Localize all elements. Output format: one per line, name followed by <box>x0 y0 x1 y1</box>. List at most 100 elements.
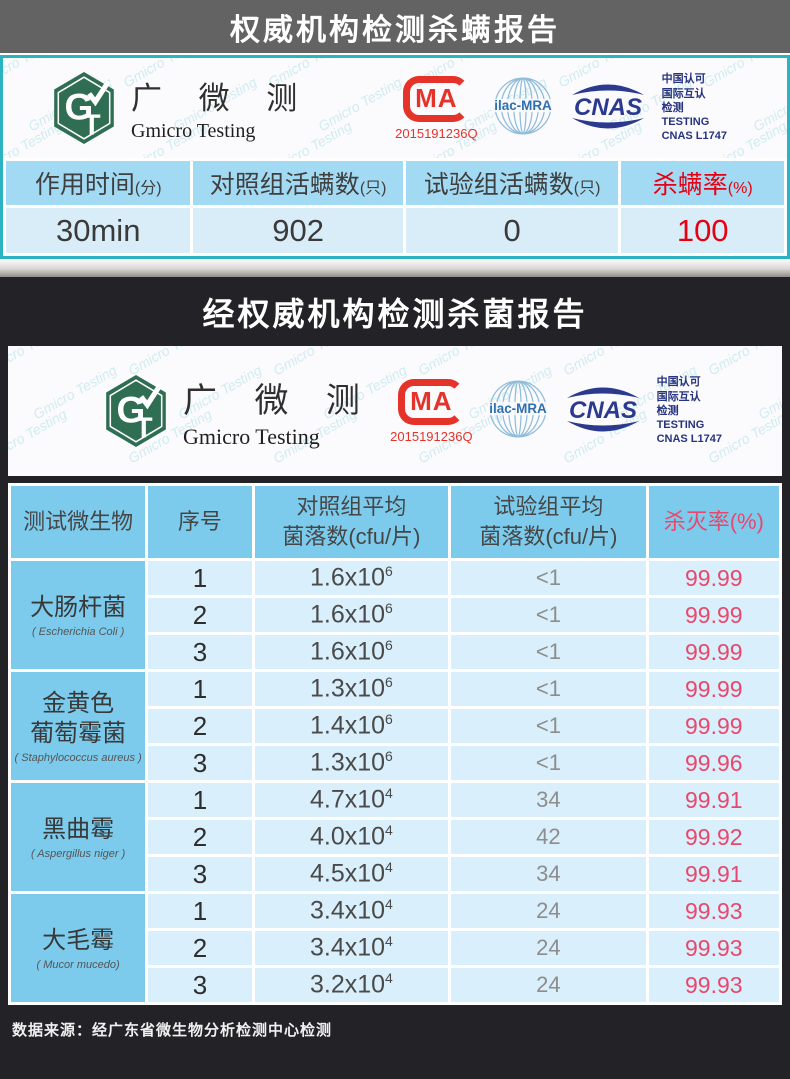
svg-text:T: T <box>83 110 101 142</box>
accreditation-line: 检测 <box>661 101 684 114</box>
gmicro-name-en: Gmicro Testing <box>131 120 256 142</box>
gmicro-name-block: 广 微 测 Gmicro Testing <box>183 373 374 450</box>
gmicro-hexagon-logo-icon: G T <box>51 71 117 145</box>
cma-letters: MA <box>415 83 458 113</box>
svg-text:G: G <box>64 86 93 127</box>
microbe-name-latin: ( Mucor mucedo) <box>36 958 120 971</box>
cma-ring-icon: MA <box>403 75 470 122</box>
accreditation-line: TESTING <box>656 419 705 432</box>
sample-number-cell: 1 <box>145 780 255 820</box>
sample-number-cell: 3 <box>145 854 255 894</box>
bacteria-table-row: 黑曲霉( Aspergillus niger ) 1 4.7x104 34 99.91 <box>7 780 783 894</box>
svg-text:G: G <box>116 389 145 430</box>
microbe-name-cn: 黑曲霉 <box>42 815 115 843</box>
gmicro-hexagon-logo-icon: G T <box>103 374 169 448</box>
kill-rate-cell: 99.96 <box>645 743 783 783</box>
bacteria-report-title: 经权威机构检测杀菌报告 <box>202 295 588 332</box>
accreditation-line: TESTING <box>661 116 710 129</box>
bacteria-table-row: 3 1.6x106 <1 99.99 <box>10 632 783 672</box>
bacteria-table-row: 大毛霉 ( Mucor mucedo) 1 3.4x104 24 99.93 <box>7 891 783 1005</box>
test-colony-count-cell: <1 <box>448 595 649 635</box>
accreditation-line: 国际互认 <box>661 87 706 100</box>
mite-table-data-row: 30min 902 0 100 <box>2 205 787 256</box>
control-colony-count-cell: 1.3x106 <box>251 743 452 783</box>
svg-text:ilac-MRA: ilac-MRA <box>494 98 552 113</box>
test-colony-count-cell: 34 <box>448 780 649 820</box>
mite-report-banner: 权威机构检测杀螨报告 <box>0 0 790 55</box>
microbe-name-cell: 金黄色 葡萄霉菌 ( Staphylococcus aureus ) <box>7 669 149 783</box>
microbe-name-cell: 大肠杆菌 ( Escherichia Coli ) <box>7 558 149 672</box>
microbe-name-cn: 大肠杆菌 <box>30 593 127 621</box>
accreditation-line: 国际互认 <box>656 390 701 403</box>
kill-rate-cell: 99.99 <box>645 595 783 635</box>
mite-report-title: 权威机构检测杀螨报告 <box>230 13 560 47</box>
accreditation-text-block: 中国认可 国际互认 检测 TESTING CNAS L1747 <box>662 72 727 143</box>
microbe-name-latin: ( Staphylococcus aureus ) <box>14 751 142 764</box>
accreditation-line: 检测 <box>656 404 679 417</box>
kill-rate-cell: 99.93 <box>645 928 783 968</box>
bacteria-test-table: 测试微生物 序号 对照组平均 菌落数(cfu/片) 试验组平均 菌落数(cfu/片) 杀灭率… <box>7 483 783 1005</box>
bacteria-table-header-cell: 杀灭率(%) <box>645 483 783 561</box>
bacteria-table-row: 3 1.3x106 <1 99.96 <box>10 743 783 783</box>
microbe-name-cell: 大毛霉 ( Mucor mucedo) <box>7 891 149 1005</box>
cnas-logo-icon: CNAS <box>564 79 652 138</box>
cma-logo: MA 2015191236Q <box>390 378 473 444</box>
mite-header-duration: 作用时间(分) <box>2 158 194 208</box>
test-colony-count-cell: <1 <box>448 706 649 746</box>
sample-number-cell: 2 <box>145 595 255 635</box>
cma-logo: MA 2015191236Q <box>395 75 478 141</box>
svg-text:ilac-MRA: ilac-MRA <box>489 401 547 416</box>
bacteria-table-row: 3 3.2x104 24 99.93 <box>10 965 783 1005</box>
data-source-note: 数据来源：经广东省微生物分析检测中心检测 <box>12 1022 333 1039</box>
microbe-name-cell: 黑曲霉 ( Aspergillus niger ) <box>7 780 149 894</box>
test-colony-count-cell: 42 <box>448 817 649 857</box>
test-colony-count-cell: <1 <box>448 743 649 783</box>
control-colony-count-cell: 1.6x106 <box>251 632 452 672</box>
control-colony-count-cell: 4.5x104 <box>251 854 452 894</box>
control-colony-count-cell: 3.2x104 <box>251 965 452 1005</box>
control-colony-count-cell: 3.4x104 <box>251 891 452 931</box>
sample-number-cell: 3 <box>145 743 255 783</box>
bacteria-table-header-cell: 对照组平均 菌落数(cfu/片) <box>251 483 452 561</box>
bacteria-table-header-cell: 序号 <box>145 483 255 561</box>
kill-rate-cell: 99.99 <box>645 558 783 598</box>
bacteria-table-row: 2 1.4x106 <1 99.99 <box>10 706 783 746</box>
bacteria-report-banner: 经权威机构检测杀菌报告 <box>0 277 790 346</box>
sample-number-cell: 3 <box>145 965 255 1005</box>
accreditation-line: 中国认可 <box>661 73 706 86</box>
bacteria-table-header-cell: 试验组平均 菌落数(cfu/片) <box>448 483 649 561</box>
sample-number-cell: 2 <box>145 817 255 857</box>
cma-certificate-number: 2015191236Q <box>395 125 478 141</box>
mite-kill-rate-value: 100 <box>618 205 787 256</box>
kill-rate-cell: 99.92 <box>645 817 783 857</box>
cma-ring-icon: MA <box>398 378 465 425</box>
microbe-name-cn: 大毛霉 <box>42 926 115 954</box>
test-colony-count-cell: 34 <box>448 854 649 894</box>
microbe-name-cn: 金黄色 葡萄霉菌 <box>30 689 127 747</box>
control-colony-count-cell: 1.6x106 <box>251 595 452 635</box>
sample-number-cell: 1 <box>145 669 255 709</box>
kill-rate-cell: 99.99 <box>645 632 783 672</box>
kill-rate-cell: 99.91 <box>645 780 783 820</box>
bacteria-table-row: 2 4.0x104 42 99.92 <box>10 817 783 857</box>
mite-duration-value: 30min <box>2 205 194 256</box>
bacteria-table-row: 金黄色 葡萄霉菌 ( Staphylococcus aureus ) 1 1.3x106… <box>7 669 783 783</box>
test-colony-count-cell: <1 <box>448 632 649 672</box>
sample-number-cell: 3 <box>145 632 255 672</box>
control-colony-count-cell: 1.6x106 <box>251 558 452 598</box>
svg-text:CNAS: CNAS <box>574 94 642 121</box>
mite-control-value: 902 <box>190 205 406 256</box>
sample-number-cell: 1 <box>145 891 255 931</box>
test-colony-count-cell: 24 <box>448 928 649 968</box>
bacteria-table-wrap: 测试微生物 序号 对照组平均 菌落数(cfu/片) 试验组平均 菌落数(cfu/片) 杀灭率… <box>7 483 783 1005</box>
mite-header-control-group: 对照组活螨数(只) <box>190 158 406 208</box>
bacteria-table-row: 大肠杆菌( Escherichia Coli ) 1 1.6x106 <1 99.99 <box>7 558 783 672</box>
mite-test-table: 作用时间(分) 对照组活螨数(只) 试验组活螨数(只) 杀螨率(%) 30min… <box>2 158 787 256</box>
cma-letters: MA <box>410 386 453 416</box>
svg-text:T: T <box>135 413 153 445</box>
accreditation-text-block: 中国认可 国际互认 检测 TESTING CNAS L1747 <box>657 375 722 446</box>
